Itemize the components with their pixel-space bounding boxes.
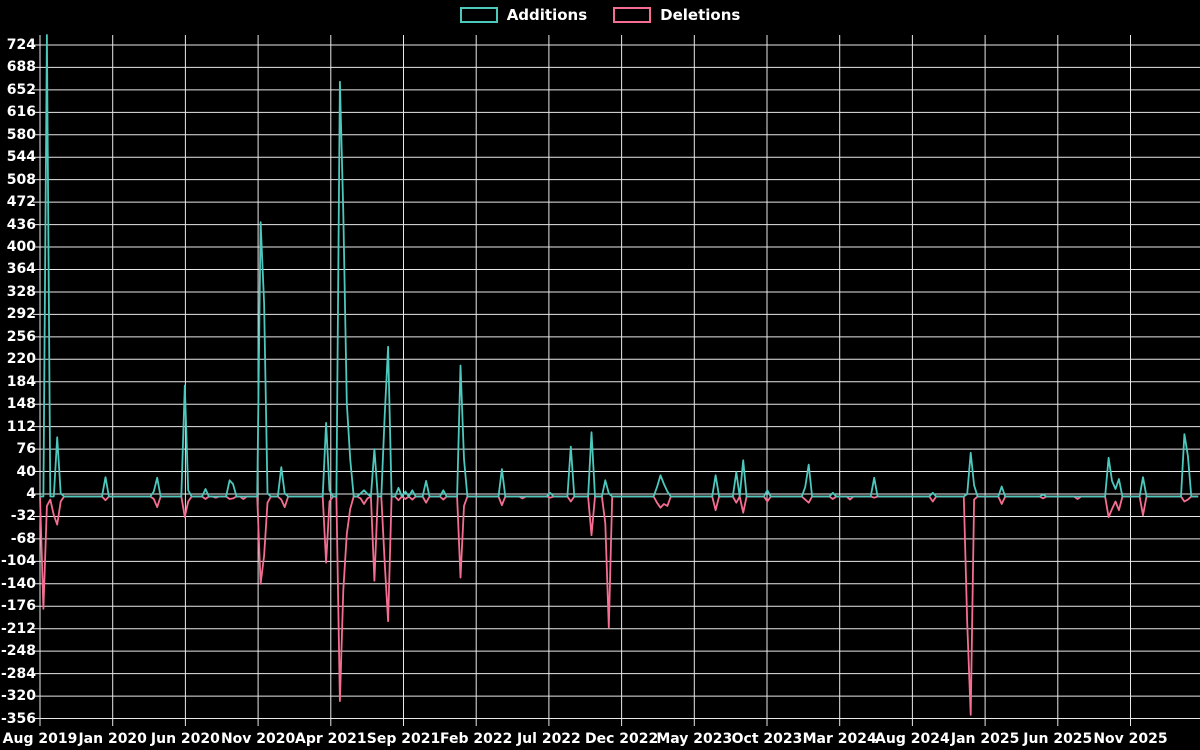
x-tick-label: Feb 2022: [440, 731, 513, 747]
y-tick-label: 40: [16, 463, 36, 480]
y-tick-label: 256: [6, 328, 36, 345]
y-tick-label: 328: [6, 283, 36, 300]
y-tick-label: 652: [6, 81, 36, 98]
y-tick-label: 616: [6, 104, 36, 121]
x-tick-label: May 2023: [656, 731, 733, 747]
x-tick-label: Oct 2023: [731, 731, 803, 747]
y-tick-label: 112: [6, 418, 36, 435]
y-tick-label: 400: [6, 239, 36, 256]
x-tick-label: Jun 2020: [150, 731, 220, 747]
y-tick-label: -284: [0, 665, 36, 682]
x-tick-label: Aug 2019: [2, 731, 78, 747]
additions-line: [40, 34, 1199, 498]
deletions-line: [39, 495, 1199, 716]
y-tick-label: 76: [16, 441, 36, 458]
y-tick-label: 220: [6, 351, 36, 368]
y-tick-label: 292: [6, 306, 36, 323]
y-tick-label: 184: [6, 373, 36, 390]
y-tick-label: 148: [6, 396, 36, 413]
x-tick-label: Sep 2021: [366, 731, 441, 747]
x-tick-label: Nov 2025: [1093, 731, 1168, 747]
y-tick-label: 472: [6, 194, 36, 211]
y-tick-label: 544: [6, 149, 36, 166]
x-tick-label: Aug 2024: [875, 731, 950, 747]
legend-label-additions: Additions: [506, 6, 588, 24]
legend-label-deletions: Deletions: [660, 6, 741, 24]
legend-item-additions[interactable]: Additions: [459, 6, 588, 24]
x-tick-label: Apr 2021: [294, 731, 367, 747]
y-tick-label: -320: [0, 688, 36, 705]
y-tick-label: -140: [0, 575, 36, 592]
deletions-swatch-icon: [613, 7, 652, 23]
y-tick-label: -248: [0, 643, 36, 660]
x-tick-label: Dec 2022: [584, 731, 659, 747]
y-tick-label: -356: [0, 710, 36, 727]
y-tick-label: 724: [6, 36, 36, 53]
y-tick-label: 508: [6, 171, 36, 188]
x-tick-label: Jul 2022: [516, 731, 581, 747]
x-tick-label: Jun 2025: [1023, 731, 1093, 747]
y-tick-label: -212: [0, 620, 36, 637]
y-tick-label: -104: [0, 553, 36, 570]
y-tick-label: 580: [6, 126, 36, 143]
y-tick-label: 4: [26, 486, 36, 502]
x-tick-label: Jan 2025: [950, 731, 1020, 747]
x-tick-label: Nov 2020: [220, 731, 296, 747]
y-tick-label: 364: [6, 261, 36, 278]
chart-legend: Additions Deletions: [0, 7, 1200, 23]
additions-swatch-icon: [459, 7, 498, 23]
x-tick-label: Jan 2020: [78, 731, 147, 747]
gridlines: [33, 35, 1200, 726]
y-tick-label: 688: [6, 59, 36, 76]
y-tick-label: -176: [0, 598, 36, 615]
y-tick-label: 436: [6, 216, 36, 233]
y-tick-label: -32: [10, 508, 36, 525]
y-tick-label: -68: [10, 530, 36, 547]
x-tick-label: Mar 2024: [802, 731, 877, 747]
legend-item-deletions[interactable]: Deletions: [613, 7, 740, 23]
